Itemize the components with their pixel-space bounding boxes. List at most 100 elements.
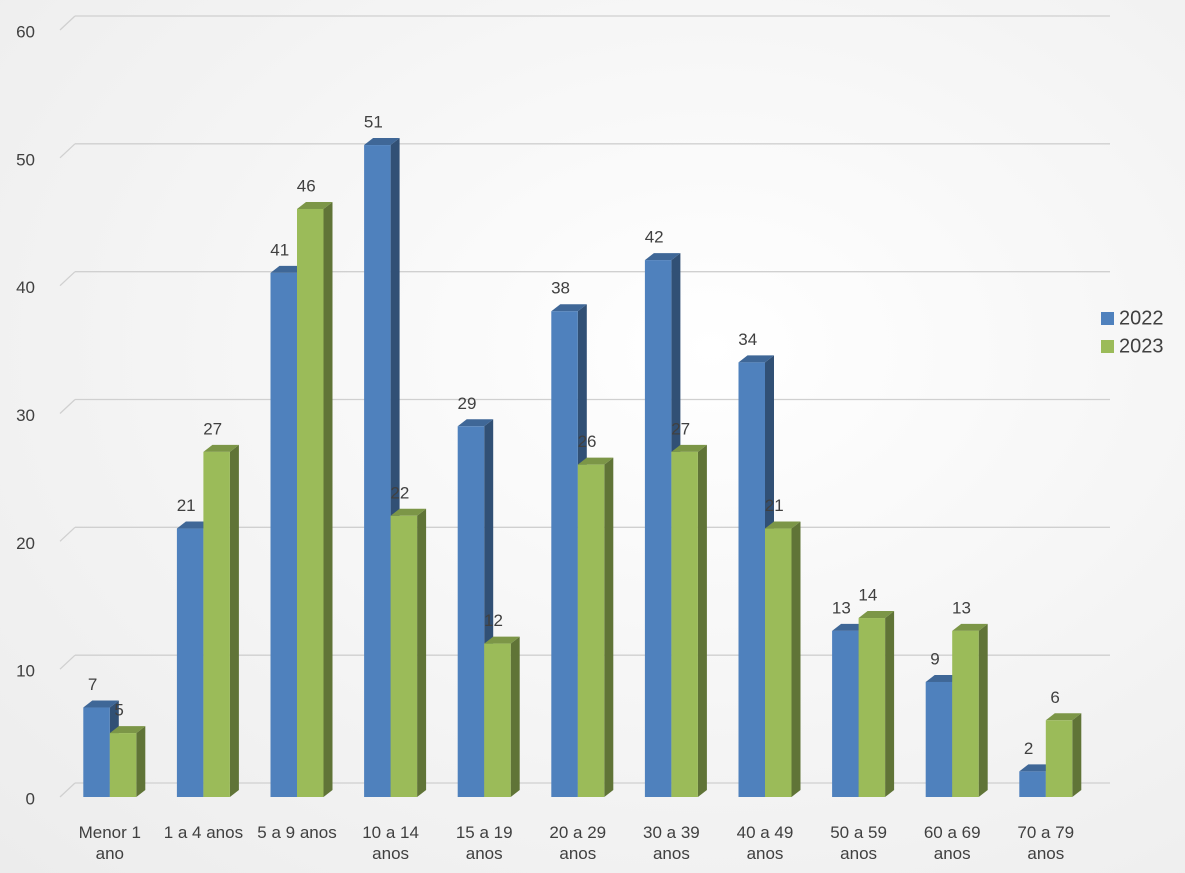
value-label: 42 xyxy=(645,228,664,247)
value-label: 21 xyxy=(177,496,196,515)
bar-side xyxy=(323,201,333,797)
legend-label: 2022 xyxy=(1119,307,1164,329)
bar xyxy=(551,311,578,797)
grid-line xyxy=(59,271,76,287)
bar xyxy=(832,630,859,797)
value-label: 26 xyxy=(578,432,597,451)
bar-top xyxy=(858,611,895,619)
value-label: 34 xyxy=(738,330,757,349)
value-label: 9 xyxy=(930,649,939,668)
bar xyxy=(270,272,297,798)
bar xyxy=(738,362,765,797)
bar-top xyxy=(297,201,333,209)
bar xyxy=(577,464,605,797)
value-label: 7 xyxy=(88,675,97,694)
bar xyxy=(644,260,672,798)
bar-side xyxy=(510,636,520,797)
bar-top xyxy=(203,444,239,452)
bar-top xyxy=(109,726,146,734)
y-tick-label: 20 xyxy=(16,534,35,553)
value-label: 27 xyxy=(671,419,690,438)
bar-side xyxy=(885,611,895,797)
bar xyxy=(858,618,886,797)
x-tick-label: 30 a 39 anos xyxy=(643,823,700,863)
bar-side xyxy=(791,521,801,797)
bar-top xyxy=(738,355,774,363)
bar xyxy=(1045,720,1073,797)
legend-label: 2023 xyxy=(1119,335,1164,357)
bar-top xyxy=(671,444,707,452)
value-label: 27 xyxy=(203,419,222,438)
value-label: 5 xyxy=(114,701,123,720)
legend-swatch xyxy=(1101,340,1114,353)
bar xyxy=(297,208,324,797)
bar-side xyxy=(697,444,707,797)
bar xyxy=(952,630,979,797)
x-tick-label: 50 a 59 anos xyxy=(830,823,887,863)
bar-side xyxy=(229,444,239,797)
y-tick-label: 30 xyxy=(16,406,35,425)
bar xyxy=(484,643,511,797)
bar xyxy=(109,733,137,797)
value-label: 13 xyxy=(832,598,851,617)
bar-side xyxy=(604,457,614,797)
x-tick-label: 10 a 14 anos xyxy=(362,823,419,863)
grid-line xyxy=(59,782,76,798)
y-tick-label: 10 xyxy=(16,662,35,681)
bar-top xyxy=(765,521,801,529)
bar-top xyxy=(484,636,520,644)
x-tick-label: 40 a 49 anos xyxy=(736,823,794,863)
bar-top xyxy=(577,457,614,465)
grid-line xyxy=(59,654,76,670)
bar-top xyxy=(952,623,988,631)
bar xyxy=(1019,771,1046,797)
bar-side xyxy=(136,726,146,797)
x-tick-label: 60 a 69 anos xyxy=(923,823,981,863)
value-label: 21 xyxy=(765,496,784,515)
value-label: 14 xyxy=(858,586,877,605)
bar xyxy=(176,528,204,797)
y-tick-label: 60 xyxy=(16,22,35,41)
bar xyxy=(364,145,391,798)
value-label: 6 xyxy=(1050,688,1059,707)
x-tick-label: 70 a 79 anos xyxy=(1017,823,1075,863)
x-tick-label: 1 a 4 anos xyxy=(163,823,244,842)
value-label: 22 xyxy=(390,483,409,502)
y-tick-label: 0 xyxy=(26,789,35,808)
y-tick-label: 40 xyxy=(16,278,35,297)
value-label: 29 xyxy=(457,394,476,413)
value-label: 51 xyxy=(364,113,383,132)
bar xyxy=(671,451,698,797)
bar-top xyxy=(83,700,119,708)
grid-line xyxy=(59,143,76,159)
value-label: 46 xyxy=(297,176,316,195)
bar-top xyxy=(1045,713,1082,721)
legend-swatch xyxy=(1101,312,1114,325)
y-tick-label: 50 xyxy=(16,150,35,169)
value-label: 2 xyxy=(1024,739,1033,758)
grid-line xyxy=(59,15,76,31)
bar-side xyxy=(1072,713,1082,797)
value-label: 13 xyxy=(952,598,971,617)
x-tick-label: Menor 1 ano xyxy=(78,823,141,863)
bar xyxy=(390,515,418,797)
bar xyxy=(765,528,792,797)
bar xyxy=(203,451,230,797)
value-label: 41 xyxy=(270,240,289,259)
bar xyxy=(925,681,953,797)
x-tick-label: 5 a 9 anos xyxy=(257,823,337,842)
grid-line xyxy=(59,399,76,414)
bar-side xyxy=(417,508,427,797)
bar xyxy=(83,707,110,797)
value-label: 38 xyxy=(551,279,570,298)
grid-line xyxy=(59,526,76,542)
bar-side xyxy=(978,623,988,797)
bar-top xyxy=(390,508,427,516)
bar xyxy=(457,426,485,797)
x-tick-label: 20 a 29 anos xyxy=(549,823,607,863)
bar-top xyxy=(551,304,587,312)
bar-top xyxy=(457,419,494,427)
value-label: 12 xyxy=(484,611,503,630)
